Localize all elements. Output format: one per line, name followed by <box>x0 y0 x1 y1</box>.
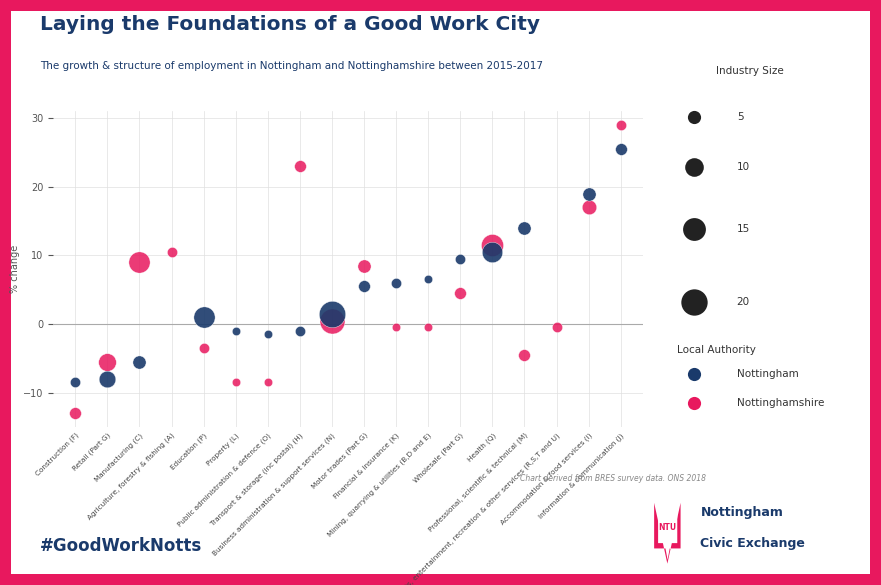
Point <box>485 247 500 257</box>
Point <box>325 309 339 318</box>
Point <box>687 163 701 172</box>
Point <box>614 120 628 129</box>
Point <box>421 323 435 332</box>
Point <box>687 297 701 306</box>
Text: Local Authority: Local Authority <box>677 345 757 355</box>
Text: 20: 20 <box>737 297 750 307</box>
Point <box>196 312 211 322</box>
Text: #GoodWorkNotts: #GoodWorkNotts <box>40 536 202 555</box>
Y-axis label: % change: % change <box>10 245 20 293</box>
Text: Nottinghamshire: Nottinghamshire <box>737 398 824 408</box>
Point <box>132 357 146 366</box>
Text: The growth & structure of employment in Nottingham and Nottinghamshire between 2: The growth & structure of employment in … <box>40 61 543 71</box>
Point <box>421 275 435 284</box>
Point <box>100 374 115 384</box>
Polygon shape <box>654 503 680 564</box>
Point <box>292 161 307 171</box>
Polygon shape <box>658 508 677 560</box>
Point <box>165 247 179 257</box>
Point <box>687 112 701 121</box>
Point <box>261 330 275 339</box>
Point <box>485 240 500 250</box>
Point <box>229 326 243 336</box>
Text: Chart derived from BRES survey data. ONS 2018: Chart derived from BRES survey data. ONS… <box>520 474 706 483</box>
Point <box>389 323 403 332</box>
Point <box>389 278 403 287</box>
Point <box>517 223 531 233</box>
Point <box>292 326 307 336</box>
Point <box>550 323 564 332</box>
Text: 10: 10 <box>737 162 750 173</box>
Point <box>453 254 467 263</box>
Point <box>517 350 531 360</box>
Point <box>68 409 82 418</box>
Text: 15: 15 <box>737 224 750 234</box>
Point <box>581 202 596 212</box>
Text: Laying the Foundations of a Good Work City: Laying the Foundations of a Good Work Ci… <box>40 15 540 33</box>
Point <box>261 378 275 387</box>
Point <box>357 281 371 291</box>
Point <box>68 378 82 387</box>
Point <box>581 189 596 198</box>
Point <box>196 343 211 353</box>
Text: Nottingham: Nottingham <box>737 369 798 379</box>
Point <box>453 288 467 298</box>
Point <box>100 357 115 366</box>
Point <box>687 224 701 233</box>
Point <box>687 398 701 408</box>
Text: Nottingham: Nottingham <box>700 506 783 519</box>
Point <box>325 316 339 325</box>
Point <box>614 144 628 154</box>
Point <box>687 369 701 378</box>
Text: Industry Size: Industry Size <box>715 66 783 75</box>
Text: NTU: NTU <box>659 524 677 532</box>
Text: Civic Exchange: Civic Exchange <box>700 536 805 550</box>
Point <box>229 378 243 387</box>
Point <box>132 257 146 267</box>
Text: 5: 5 <box>737 112 744 122</box>
Point <box>357 261 371 270</box>
